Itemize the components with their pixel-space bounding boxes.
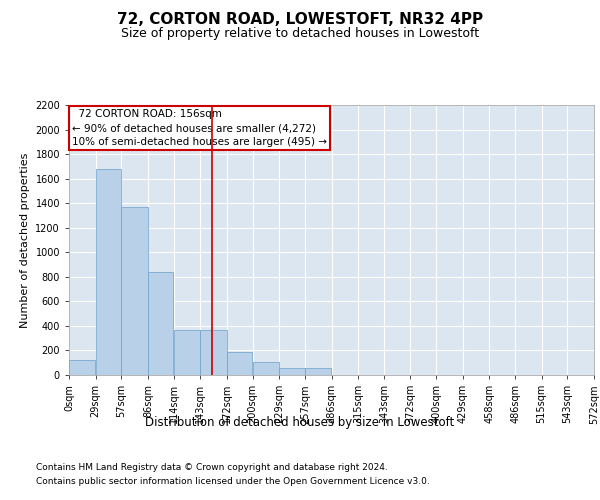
Bar	[305, 368, 331, 375]
Text: Distribution of detached houses by size in Lowestoft: Distribution of detached houses by size …	[145, 416, 455, 429]
Bar	[174, 330, 200, 375]
Text: 72 CORTON ROAD: 156sqm
← 90% of detached houses are smaller (4,272)
10% of semi-: 72 CORTON ROAD: 156sqm ← 90% of detached…	[71, 109, 326, 147]
Text: Contains HM Land Registry data © Crown copyright and database right 2024.: Contains HM Land Registry data © Crown c…	[36, 463, 388, 472]
Text: 72, CORTON ROAD, LOWESTOFT, NR32 4PP: 72, CORTON ROAD, LOWESTOFT, NR32 4PP	[117, 12, 483, 26]
Text: Size of property relative to detached houses in Lowestoft: Size of property relative to detached ho…	[121, 28, 479, 40]
Bar	[253, 362, 279, 375]
Bar	[96, 169, 121, 375]
Y-axis label: Number of detached properties: Number of detached properties	[20, 152, 29, 328]
Text: Contains public sector information licensed under the Open Government Licence v3: Contains public sector information licen…	[36, 476, 430, 486]
Bar	[227, 352, 253, 375]
Bar	[69, 360, 95, 375]
Bar	[148, 272, 173, 375]
Bar	[121, 207, 148, 375]
Bar	[200, 330, 227, 375]
Bar	[280, 368, 305, 375]
